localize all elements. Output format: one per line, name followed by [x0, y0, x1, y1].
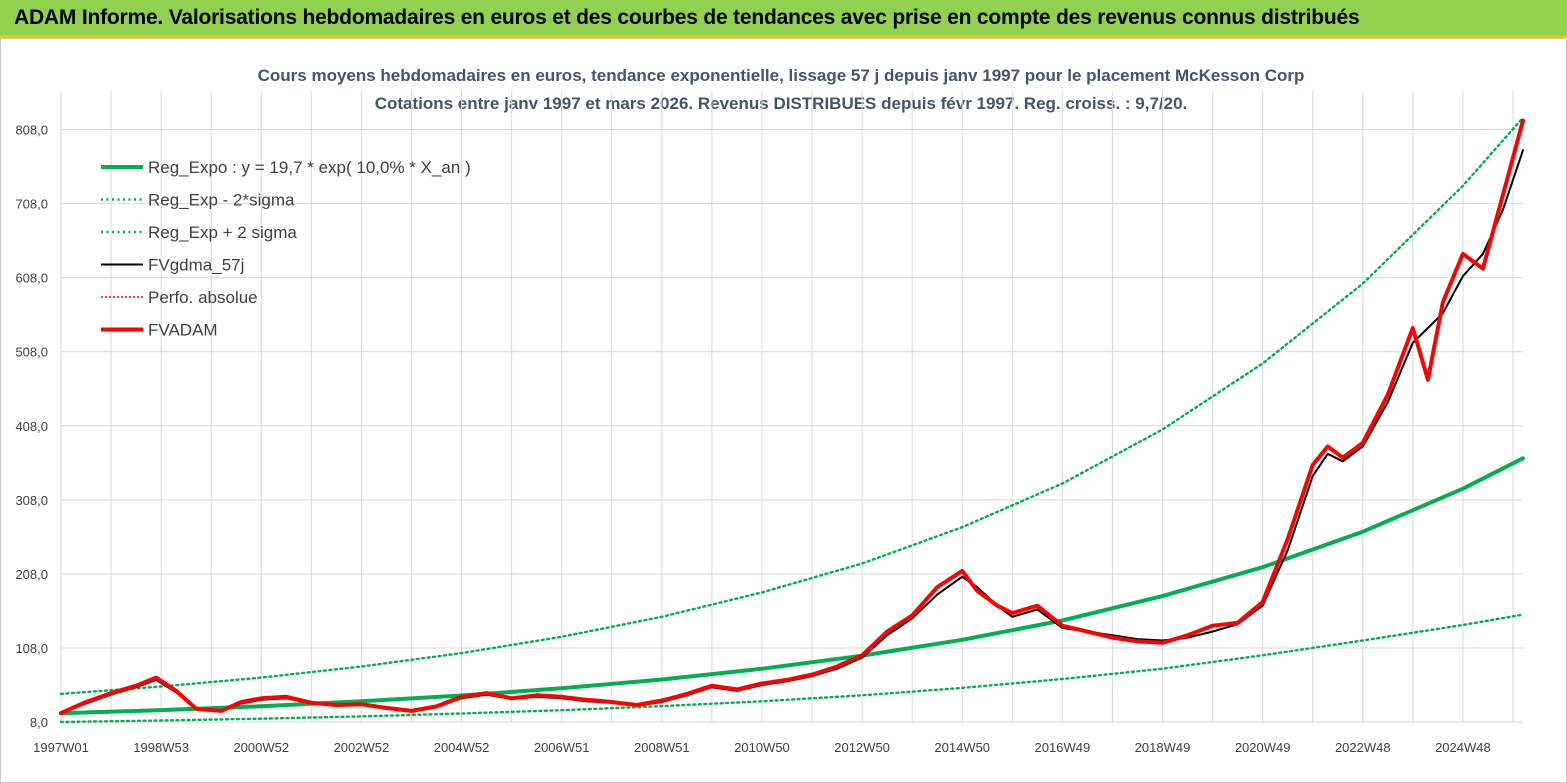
y-tick-label: 408,0 — [15, 419, 48, 434]
report-title: ADAM Informe. Valorisations hebdomadaire… — [14, 6, 1360, 29]
series-line-plus — [59, 116, 1525, 696]
y-tick-label: 108,0 — [15, 641, 48, 656]
legend: Reg_Expo : y = 19,7 * exp( 10,0% * X_an … — [101, 158, 471, 340]
x-tick-label: 2008W51 — [634, 740, 690, 755]
legend-label-reg: Reg_Expo : y = 19,7 * exp( 10,0% * X_an … — [148, 158, 471, 177]
x-tick-label: 2016W49 — [1035, 740, 1091, 755]
chart-frame: Cours moyens hebdomadaires en euros, ten… — [0, 38, 1567, 783]
chart-title: Cours moyens hebdomadaires en euros, ten… — [258, 66, 1305, 85]
series-lines — [59, 116, 1525, 724]
y-axis-ticks: 8,0 108,0 208,0 308,0 408,0 508,0 608,0 708,0 80… — [15, 123, 48, 730]
chart-canvas: Cours moyens hebdomadaires en euros, ten… — [15, 66, 1525, 755]
x-tick-label: 2004W52 — [434, 740, 490, 755]
y-tick-label: 208,0 — [15, 567, 48, 582]
legend-label-perfo: Perfo. absolue — [148, 288, 258, 307]
x-tick-label: 2006W51 — [534, 740, 590, 755]
x-tick-label: 1997W01 — [33, 740, 89, 755]
chart-subtitle: Cotations entre janv 1997 et mars 2026. … — [375, 94, 1188, 113]
x-tick-label: 2018W49 — [1135, 740, 1191, 755]
report-banner: ADAM Informe. Valorisations hebdomadaire… — [0, 0, 1567, 38]
x-tick-label: 2012W50 — [834, 740, 890, 755]
x-tick-label: 2002W52 — [334, 740, 390, 755]
x-tick-label: 2010W50 — [734, 740, 790, 755]
y-tick-label: 608,0 — [15, 271, 48, 286]
x-tick-label: 2022W48 — [1335, 740, 1391, 755]
gridlines — [60, 91, 1523, 723]
series-line-adam — [59, 118, 1525, 716]
x-tick-label: 2020W49 — [1235, 740, 1291, 755]
x-tick-label: 2014W50 — [934, 740, 990, 755]
legend-label-minus: Reg_Exp - 2*sigma — [148, 191, 295, 210]
series-line-minus — [59, 613, 1525, 724]
x-tick-label: 1998W53 — [133, 740, 189, 755]
y-tick-label: 708,0 — [15, 197, 48, 212]
y-tick-label: 308,0 — [15, 493, 48, 508]
legend-label-plus: Reg_Exp + 2 sigma — [148, 223, 297, 242]
y-tick-label: 808,0 — [15, 123, 48, 138]
y-tick-label: 8,0 — [30, 715, 48, 730]
x-axis-ticks: 1997W01 1998W53 2000W52 2002W52 2004W52 2006W… — [33, 740, 1491, 755]
legend-label-adam: FVADAM — [148, 321, 218, 340]
x-tick-label: 2024W48 — [1435, 740, 1491, 755]
x-tick-label: 2000W52 — [233, 740, 289, 755]
legend-label-gdma: FVgdma_57j — [148, 256, 244, 275]
y-tick-label: 508,0 — [15, 345, 48, 360]
